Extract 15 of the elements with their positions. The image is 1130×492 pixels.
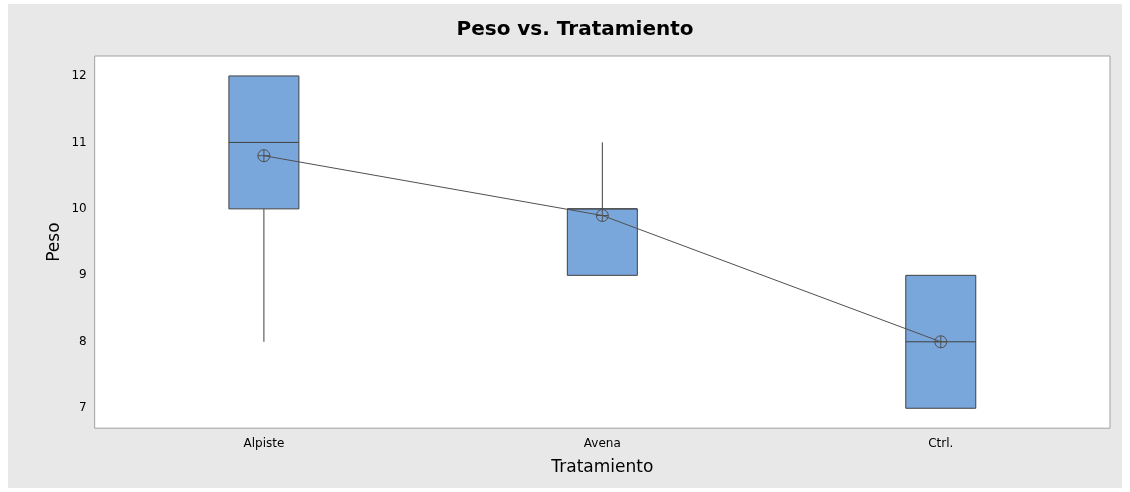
y-tick-label: 7 (79, 400, 87, 415)
y-tick-label: 10 (71, 200, 87, 215)
point (934, 335, 948, 349)
x-axis-title: Tratamiento (550, 456, 654, 477)
x-tick-label: Ctrl. (928, 435, 954, 450)
point (595, 209, 609, 223)
y-tick-label: 8 (79, 333, 87, 348)
x-tick-label: Avena (583, 435, 621, 450)
x-tick-label: Alpiste (243, 435, 285, 450)
y-tick-label: 9 (79, 267, 87, 282)
y-axis-title: Peso (42, 222, 63, 262)
y-tick-label: 12 (71, 68, 87, 83)
y-tick-label: 11 (71, 134, 87, 149)
chart-title: Peso vs. Tratamiento (456, 16, 694, 41)
point (257, 149, 271, 163)
